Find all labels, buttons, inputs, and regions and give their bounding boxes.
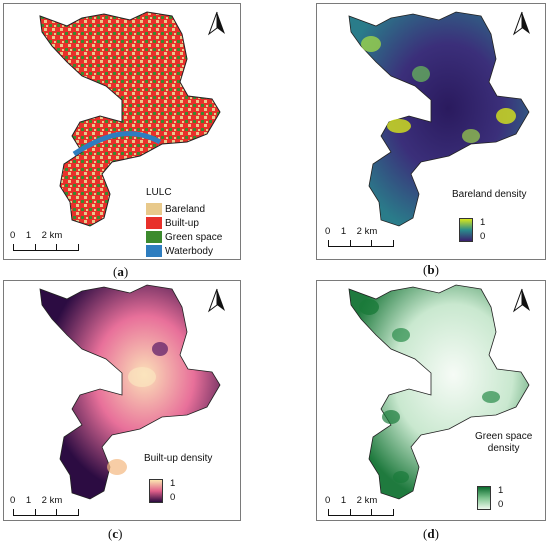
panel-built-up-density: Built-up density 1 0 0 1 2 km [3,280,241,521]
caption-b: (b) [423,262,439,277]
ramp-max-label: 1 [498,485,504,496]
scale-bar: 0 1 2 km [325,226,405,248]
north-arrow-icon [511,287,533,313]
legend-title: LULC [146,187,172,198]
north-arrow-icon [206,287,228,313]
north-arrow-icon [511,10,533,36]
density-legend-title-line2: density [487,443,520,454]
caption-a: (a) [113,264,129,279]
green-space-density-map [348,284,530,500]
ramp-max-label: 1 [480,217,486,228]
caption-d: (d) [423,526,439,541]
scale-bar-labels: 0 1 2 km [10,495,63,506]
caption-c: (c) [108,526,123,541]
legend-swatch [146,231,162,243]
legend-item-built-up: Built-up [146,217,199,229]
density-legend-title: Bareland density [452,189,527,200]
legend-item-green-space: Green space [146,231,222,243]
legend-item-bareland: Bareland [146,203,205,215]
bareland-density-map [348,11,530,227]
scale-bar-labels: 0 1 2 km [10,230,63,241]
ramp-min-label: 0 [170,492,176,503]
north-arrow-icon [206,10,228,36]
ramp-max-label: 1 [170,478,176,489]
built-up-density-map [39,284,221,500]
scale-bar: 0 1 2 km [10,495,90,517]
density-color-ramp [149,479,163,503]
legend-swatch [146,245,162,257]
scale-bar: 0 1 2 km [325,495,405,517]
lulc-map [39,11,221,227]
ramp-min-label: 0 [498,499,504,510]
panel-lulc-map: LULC Bareland Built-up Green space Water… [3,3,241,260]
ramp-min-label: 0 [480,231,486,242]
density-legend-title-line1: Green space [475,431,533,442]
river-waterbody [72,131,162,157]
density-color-ramp [459,218,473,242]
panel-green-space-density: Green space density 1 0 0 1 2 km [316,280,546,521]
legend-swatch [146,217,162,229]
panel-bareland-density: Bareland density 1 0 0 1 2 km [316,3,546,260]
scale-bar: 0 1 2 km [10,230,90,252]
scale-bar-labels: 0 1 2 km [325,495,378,506]
density-color-ramp [477,486,491,510]
scale-bar-labels: 0 1 2 km [325,226,378,237]
legend-item-waterbody: Waterbody [146,245,213,257]
density-legend-title: Green space density [475,431,532,455]
legend-swatch [146,203,162,215]
density-legend-title: Built-up density [144,453,213,464]
